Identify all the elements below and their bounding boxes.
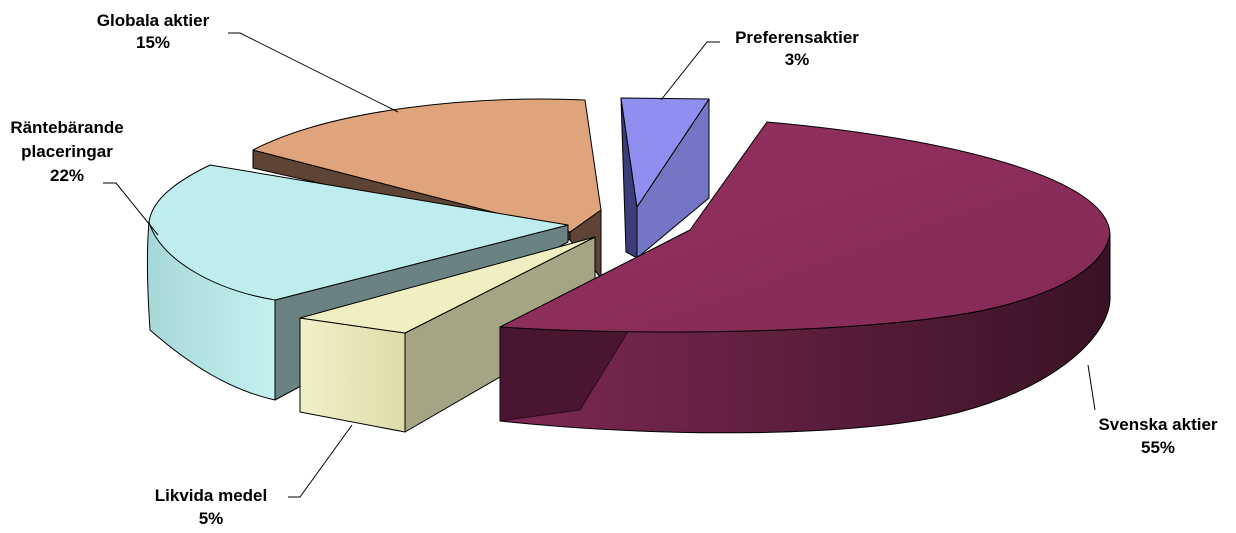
label-rantebarande-line2: placeringar — [21, 142, 113, 161]
leader-preferensaktier — [660, 41, 720, 101]
leader-rantebarande — [103, 182, 159, 236]
leader-globala-aktier — [228, 32, 399, 113]
leader-svenska-aktier — [1087, 364, 1096, 411]
label-likvida-medel-percent: 5% — [199, 509, 224, 528]
leader-lines — [103, 32, 1096, 498]
label-rantebarande-line1: Räntebärande — [10, 118, 123, 137]
label-globala-aktier-percent: 15% — [136, 33, 170, 52]
label-likvida-medel-name: Likvida medel — [155, 486, 267, 505]
label-rantebarande-percent: 22% — [50, 166, 84, 185]
label-preferensaktier-percent: 3% — [785, 50, 810, 69]
label-globala-aktier-name: Globala aktier — [97, 11, 210, 30]
label-preferensaktier-name: Preferensaktier — [735, 28, 859, 47]
label-svenska-aktier-name: Svenska aktier — [1098, 415, 1217, 434]
slice-svenska-aktier[interactable] — [499, 121, 1111, 434]
slice-labels: Globala aktier 15% Preferensaktier 3% Rä… — [10, 11, 1218, 528]
slice-preferensaktier[interactable] — [620, 97, 710, 259]
leader-likvida-medel — [288, 424, 353, 498]
label-svenska-aktier-percent: 55% — [1141, 438, 1175, 457]
